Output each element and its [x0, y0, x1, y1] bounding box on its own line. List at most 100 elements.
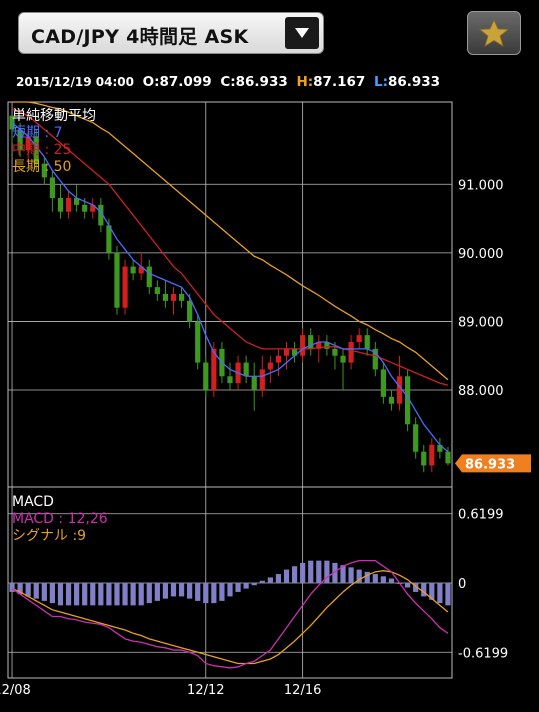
grid-lines: [7, 101, 453, 679]
candle-body: [154, 287, 160, 294]
macd-histogram-bar: [429, 583, 435, 600]
macd-histogram-bar: [340, 565, 346, 583]
candle-body: [170, 294, 177, 301]
macd-histogram-bar: [187, 583, 193, 599]
low-label: L:: [373, 74, 388, 90]
candle-body: [211, 348, 217, 390]
macd-histogram-bar: [380, 576, 386, 583]
current-price-tag: 86.933: [455, 454, 531, 473]
macd-histogram-bar: [251, 583, 257, 586]
current-price-value: 86.933: [465, 457, 515, 472]
candle-body: [348, 342, 354, 363]
macd-histogram-bar: [332, 562, 338, 583]
indicator-title: 単純移動平均: [12, 108, 96, 124]
moving-average-lines: [11, 101, 449, 453]
candle-body: [90, 204, 96, 212]
macd-histogram-bar: [364, 571, 370, 583]
macd-histogram-bar: [300, 562, 306, 583]
macd-tick-label: -0.6199: [458, 646, 508, 661]
macd-histogram-bar: [65, 583, 72, 606]
candle-body: [413, 424, 419, 452]
candle-body: [332, 348, 338, 356]
macd-histogram-bar: [130, 583, 136, 606]
macd-histogram-bar: [49, 583, 55, 604]
macd-histogram-bar: [82, 583, 88, 606]
candle-body: [187, 300, 193, 322]
macd-histogram-bar: [203, 583, 209, 604]
chart-area[interactable]: 91.000 90.000 89.000 88.000 0.6199 0 -0.6199 12…: [0, 96, 539, 712]
macd-histogram-bar: [275, 574, 282, 583]
date-tick-label: 12/12: [187, 683, 224, 698]
macd-graphics: [9, 559, 451, 669]
favorite-button[interactable]: [467, 11, 521, 55]
candle-body: [445, 451, 451, 464]
sma-mid-label: 中期 : 25: [12, 142, 71, 158]
candle-body: [372, 348, 378, 370]
macd-histogram-bar: [41, 583, 47, 601]
high-label: H:: [296, 74, 314, 90]
low-value: 86.933: [387, 74, 441, 90]
macd-histogram-bar: [445, 583, 451, 606]
macd-histogram-bar: [106, 583, 112, 606]
macd-histogram-bar: [405, 583, 411, 588]
sma-long-line: [12, 101, 449, 381]
candle-body: [437, 444, 443, 452]
candle-body: [41, 163, 47, 178]
candle-body: [138, 266, 144, 274]
macd-histogram-bar: [259, 580, 265, 583]
date-tick-label: 12/08: [0, 683, 31, 698]
candle-body: [146, 266, 152, 288]
macd-histogram-bar: [267, 577, 273, 583]
macd-histogram-bar: [413, 583, 419, 592]
macd-histogram-bar: [356, 569, 362, 583]
candle-body: [74, 198, 80, 205]
macd-histogram-bar: [25, 583, 31, 597]
candle-body: [291, 348, 298, 356]
macd-histogram-bar: [235, 583, 241, 592]
price-tick-label: 91.000: [458, 178, 504, 193]
macd-histogram-bar: [98, 583, 104, 606]
app-header: CAD/JPY 4時間足 ASK: [0, 0, 539, 68]
macd-histogram-bar: [227, 583, 233, 597]
candle-body: [283, 348, 290, 356]
axis-labels: 91.000 90.000 89.000 88.000 0.6199 0 -0.6199 12…: [0, 178, 508, 698]
price-tick-label: 89.000: [458, 315, 504, 330]
candle-body: [243, 362, 249, 377]
macd-histogram-bar: [211, 583, 217, 604]
candle-body: [33, 136, 39, 164]
macd-line: [11, 559, 449, 669]
macd-histogram-bar: [195, 583, 201, 601]
macd-histogram-bar: [57, 583, 64, 606]
macd-histogram-bar: [308, 560, 314, 583]
macd-histogram-bar: [9, 583, 15, 592]
macd-histogram-bar: [146, 583, 152, 604]
dropdown-toggle-button[interactable]: [285, 17, 319, 49]
macd-histogram-bar: [33, 583, 39, 599]
candle-body: [340, 355, 346, 363]
candle-body: [162, 294, 169, 301]
macd-histogram-bar: [372, 574, 378, 583]
symbol-timeframe-dropdown[interactable]: CAD/JPY 4時間足 ASK: [18, 12, 324, 54]
macd-histogram-bar: [138, 583, 144, 606]
candle-body: [364, 335, 370, 349]
macd-signal-line: [11, 570, 449, 665]
sma-long-label: 長期 : 50: [12, 159, 71, 175]
macd-title: MACD: [12, 494, 54, 510]
candle-body: [421, 451, 427, 466]
candles: [9, 115, 451, 473]
macd-histogram-bar: [421, 583, 427, 597]
candle-body: [429, 444, 435, 466]
candle-body: [267, 362, 273, 370]
sma-short-label: 短期 : 7: [12, 125, 63, 141]
macd-histogram-bar: [291, 566, 298, 583]
ohlc-datetime: 2015/12/19 04:00: [16, 75, 134, 89]
candle-body: [9, 115, 15, 130]
macd-histogram-bar: [170, 583, 177, 597]
close-label: C:: [220, 74, 236, 90]
candle-body: [259, 369, 265, 390]
macd-histogram-bar: [154, 583, 160, 601]
macd-histogram-bar: [178, 583, 185, 597]
candle-body: [122, 266, 128, 308]
open-label: O:: [142, 74, 160, 90]
price-tick-label: 90.000: [458, 247, 504, 262]
